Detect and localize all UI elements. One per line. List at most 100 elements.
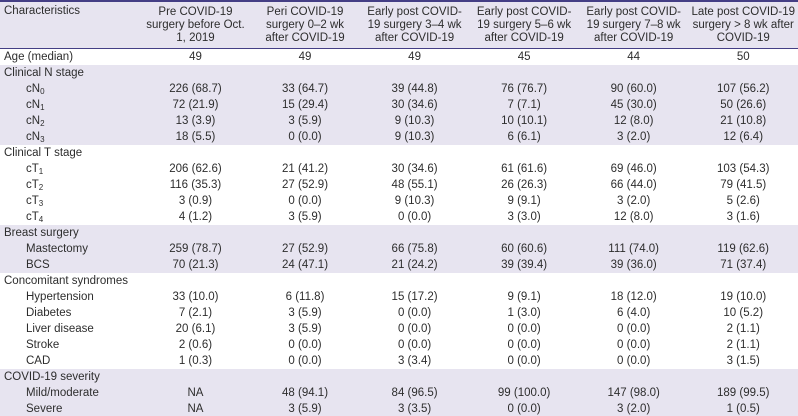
cell-value: 2 (1.1) <box>726 323 760 335</box>
cell-value: 0 (0.0) <box>469 401 579 416</box>
table-row: Mastectomy 259 (78.7) 27 (52.9) 66 (75.8) 60… <box>0 241 798 257</box>
row-label: cN3 <box>0 129 141 145</box>
cell-value: 0 (0.0) <box>397 339 432 351</box>
cell-value: 9 (10.3) <box>394 195 435 207</box>
cell-value: 9 (10.3) <box>359 113 470 129</box>
cell-value: 0 (0.0) <box>617 339 651 351</box>
cell-value: 0 (0.0) <box>507 355 541 367</box>
stage-label-base: cN <box>26 83 41 95</box>
stage-label-subscript: 2 <box>38 183 44 192</box>
row-label: Mastectomy <box>0 241 141 257</box>
row-label: cT2 <box>0 177 141 193</box>
row-label: cT3 <box>0 193 141 209</box>
cell-value: 66 (44.0) <box>610 179 657 191</box>
cell-value: 12 (8.0) <box>578 113 689 129</box>
cell-value <box>141 273 251 289</box>
cell-value: 0 (0.0) <box>617 323 651 335</box>
cell-value <box>579 273 689 289</box>
cell-value: 27 (52.9) <box>250 241 360 257</box>
cell-value: 90 (60.0) <box>578 81 689 97</box>
cell-value: 4 (1.2) <box>178 211 213 223</box>
row-label: Breast surgery <box>0 225 141 241</box>
cell-value: 18 (5.5) <box>140 129 251 145</box>
cell-value: 3 (5.9) <box>288 323 322 335</box>
row-label: Stroke <box>26 339 60 351</box>
cell-value: NA <box>140 401 251 416</box>
cell-value: 12 (8.0) <box>613 211 654 223</box>
cell-value: 3 (3.4) <box>397 355 432 367</box>
cell-value: 3 (0.9) <box>178 195 213 207</box>
stage-label-base: cN <box>26 131 41 143</box>
cell-value: 3 (5.9) <box>288 211 322 223</box>
stage-label-base: cT <box>26 163 39 175</box>
cell-value: 20 (6.1) <box>175 323 216 335</box>
cell-value: 189 (99.5) <box>688 385 798 401</box>
cell-value: 1 (0.3) <box>178 355 213 367</box>
cell-value: 45 <box>517 51 531 63</box>
cell-value: 30 (34.6) <box>359 97 470 113</box>
stage-label-subscript: 1 <box>40 103 45 112</box>
row-label: cN2 <box>0 113 141 129</box>
row-label: Severe <box>0 401 141 416</box>
cell-value: 48 (94.1) <box>250 385 360 401</box>
column-header-early-post-7-8wk: Early post COVID-19 surgery 7–8 wk after… <box>578 1 689 49</box>
header-row: Characteristics Pre COVID-19 surgery bef… <box>0 1 798 49</box>
row-label: Concomitant syndromes <box>4 275 128 287</box>
cell-value: 9 (9.1) <box>507 195 541 207</box>
cell-value: 99 (100.0) <box>469 385 579 401</box>
cell-value <box>688 225 798 241</box>
cell-value: 3 (1.5) <box>726 355 760 367</box>
row-label: cN1 <box>0 97 141 113</box>
cell-value <box>469 65 579 81</box>
row-label: Mild/moderate <box>0 385 141 401</box>
cell-value: 50 (26.6) <box>688 97 798 113</box>
cell-value: 3 (5.9) <box>250 401 360 416</box>
column-header-early-post-5-6wk: Early post COVID-19 surgery 5–6 wk after… <box>469 1 579 49</box>
stage-label-subscript: 3 <box>38 199 44 208</box>
cell-value: 0 (0.0) <box>250 129 360 145</box>
stage-label-subscript: 1 <box>38 167 44 176</box>
cell-value: 0 (0.0) <box>288 339 322 351</box>
table-row: CAD 1 (0.3) 0 (0.0) 3 (3.4) 0 (0.0) 0 (0.0) 3 … <box>0 353 798 369</box>
stage-label-subscript: 3 <box>40 135 45 144</box>
cell-value: 49 <box>189 51 202 63</box>
row-label: Liver disease <box>26 323 94 335</box>
cell-value <box>688 369 798 385</box>
column-header-early-post-3-4wk: Early post COVID-19 surgery 3–4 wk after… <box>359 1 470 49</box>
row-label: CAD <box>26 355 51 367</box>
stage-label-subscript: 4 <box>38 215 44 224</box>
row-label: BCS <box>0 257 141 273</box>
cell-value <box>469 273 579 289</box>
cell-value: 259 (78.7) <box>140 241 251 257</box>
stage-label-subscript: 0 <box>40 87 45 96</box>
cell-value: 0 (0.0) <box>617 355 651 367</box>
cell-value: 3 (5.9) <box>250 113 360 129</box>
cell-value: 9 (10.3) <box>359 129 470 145</box>
row-label: Hypertension <box>26 291 94 303</box>
cell-value <box>359 369 470 385</box>
cell-value: 107 (56.2) <box>688 81 798 97</box>
cell-value: 119 (62.6) <box>688 241 798 257</box>
stage-label-base: cN <box>26 99 41 111</box>
column-header-peri-covid: Peri COVID-19 surgery 0–2 wk after COVID… <box>250 1 360 49</box>
table-row: Age (median) 49 49 49 45 44 50 <box>0 49 798 66</box>
cell-value: 3 (5.9) <box>288 307 322 319</box>
cell-value: 2 (1.1) <box>726 339 760 351</box>
cell-value: 103 (54.3) <box>717 163 770 175</box>
cell-value: 2 (0.6) <box>178 339 213 351</box>
cell-value: 39 (39.4) <box>469 257 579 273</box>
table-row: Liver disease 20 (6.1) 3 (5.9) 0 (0.0) 0 (0.… <box>0 321 798 337</box>
cell-value: 50 <box>736 51 750 63</box>
cell-value: 70 (21.3) <box>140 257 251 273</box>
table-row: Stroke 2 (0.6) 0 (0.0) 0 (0.0) 0 (0.0) 0 (0.0… <box>0 337 798 353</box>
table-row: cT3 3 (0.9) 0 (0.0) 9 (10.3) 9 (9.1) 3 (2.0) 5… <box>0 193 798 209</box>
cell-value: 39 (36.0) <box>578 257 689 273</box>
cell-value: 3 (3.5) <box>359 401 470 416</box>
column-header-pre-covid: Pre COVID-19 surgery before Oct. 1, 2019 <box>140 1 251 49</box>
cell-value: 0 (0.0) <box>288 355 322 367</box>
stage-label-subscript: 2 <box>40 119 45 128</box>
cell-value: 18 (12.0) <box>610 291 657 303</box>
column-header-characteristics: Characteristics <box>0 1 141 49</box>
section-row: Clinical N stage <box>0 65 798 81</box>
